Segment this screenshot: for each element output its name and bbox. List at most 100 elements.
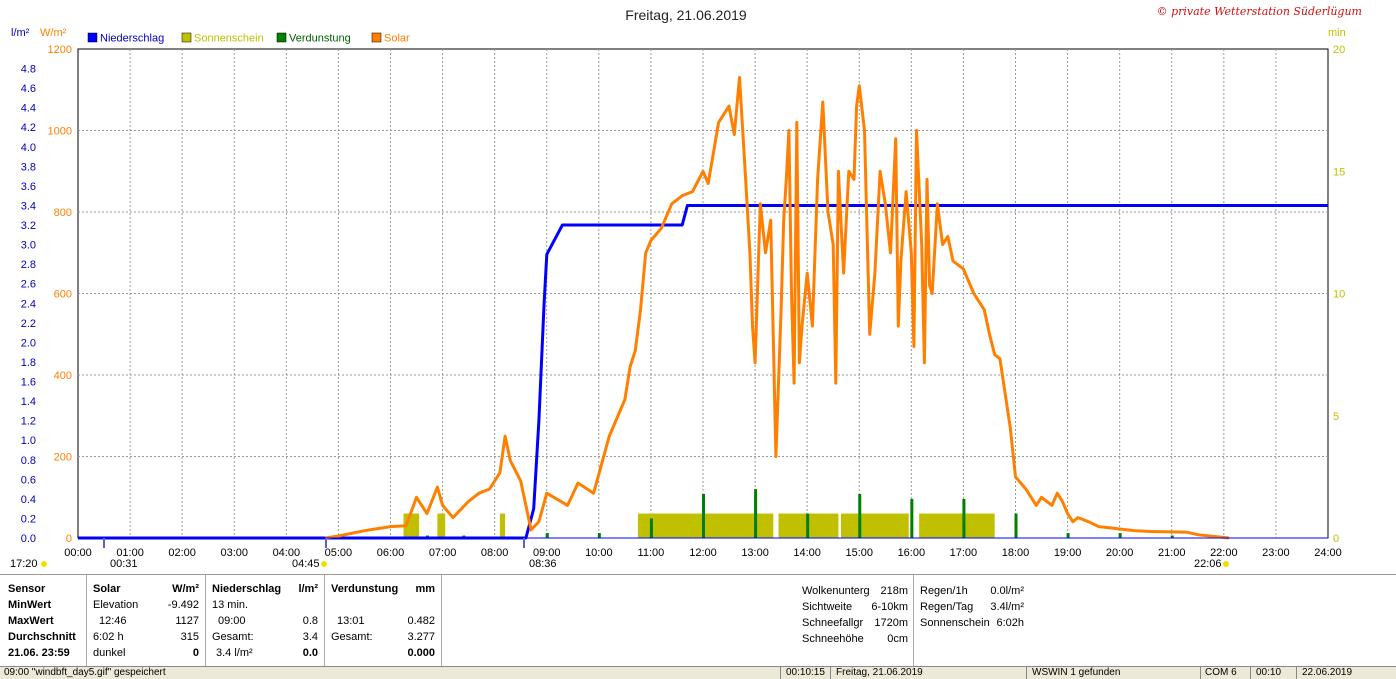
- y-rain-tick-label: 2.4: [21, 298, 36, 310]
- y-minutes-tick-label: 5: [1333, 411, 1339, 423]
- rain-min-label: 13 min.: [212, 599, 249, 611]
- y-solar-tick-label: 600: [54, 289, 72, 301]
- x-tick-label: 19:00: [1054, 547, 1082, 559]
- rain-info-box: Regen/1h 0.0l/m² Regen/Tag 3.4l/m² Sonnens…: [920, 583, 1024, 631]
- status-message: 09:00 "windbft_day5.gif" gespeichert: [4, 667, 166, 678]
- x-tick-label: 10:00: [585, 547, 613, 559]
- x-tick-label: 03:00: [220, 547, 248, 559]
- row-label-min: MinWert: [8, 599, 52, 611]
- evaporation-spike: [806, 513, 810, 538]
- row-label-max: MaxWert: [8, 615, 54, 627]
- y-rain-tick-label: 2.2: [21, 318, 36, 330]
- solar-avg-label: 6:02 h: [93, 631, 124, 643]
- y-solar-tick-label: 400: [54, 370, 72, 382]
- sunshine-label: Sonnenschein: [920, 617, 990, 629]
- minutes-unit-label: min: [1328, 27, 1346, 39]
- marker-sunrise-side: 17:20: [10, 558, 38, 570]
- y-solar-tick-label: 0: [66, 533, 72, 545]
- sun-marker-icon: [41, 561, 47, 567]
- y-minutes-tick-label: 10: [1333, 289, 1345, 301]
- snowline-value: 1720m: [874, 617, 908, 629]
- solar-avg-value: 315: [180, 631, 199, 643]
- x-tick-label: 17:00: [950, 547, 978, 559]
- legend-label: Solar: [384, 33, 410, 45]
- evaporation-spike: [1170, 535, 1174, 538]
- x-tick-label: 23:00: [1262, 547, 1290, 559]
- y-rain-tick-label: 3.2: [21, 220, 36, 232]
- sun-marker-icon: [321, 561, 327, 567]
- x-tick-label: 06:00: [377, 547, 405, 559]
- x-tick-label: 24:00: [1314, 547, 1342, 559]
- snowline-label: Schneefallgr: [802, 617, 864, 629]
- legend-label: Sonnenschein: [194, 33, 264, 45]
- status-date: 22.06.2019: [1302, 667, 1353, 678]
- y-rain-tick-label: 2.0: [21, 337, 36, 349]
- y-rain-tick-label: 1.4: [21, 396, 36, 408]
- y-rain-tick-label: 0.4: [21, 494, 36, 506]
- solar-cur-label: dunkel: [93, 647, 126, 659]
- chart-markers: 17:20 00:31 04:45 08:36 22:06: [10, 538, 1229, 570]
- y-rain-tick-label: 2.6: [21, 279, 36, 291]
- panel-divider: [86, 575, 87, 667]
- legend-label: Niederschlag: [100, 33, 164, 45]
- y-minutes-tick-label: 15: [1333, 166, 1345, 178]
- x-tick-label: 15:00: [845, 547, 873, 559]
- rain-unit-label: l/m²: [11, 27, 30, 39]
- solar-head: Solar: [93, 583, 121, 595]
- y-rain-tick-label: 3.4: [21, 200, 36, 212]
- status-port: COM 6: [1205, 667, 1237, 678]
- stats-solar-column: Solar W/m² Elevation -9.492 12:46 1127 6:02…: [93, 581, 199, 661]
- panel-divider: [441, 575, 442, 667]
- sunshine-bar: [841, 513, 909, 538]
- y-solar-tick-label: 200: [54, 452, 72, 464]
- status-divider: [1296, 667, 1297, 679]
- x-tick-label: 13:00: [741, 547, 769, 559]
- y-rain-tick-label: 4.0: [21, 142, 36, 154]
- rain-total-label: Gesamt:: [212, 631, 254, 643]
- evaporation-spike: [702, 493, 705, 538]
- legend-swatch: [371, 32, 382, 43]
- legend-swatch: [276, 32, 287, 43]
- snowdepth-value: 0cm: [887, 633, 908, 645]
- solar-unit-label: W/m²: [40, 27, 67, 39]
- legend-label: Verdunstung: [289, 33, 351, 45]
- cloudbase-label: Wolkenunterg: [802, 585, 870, 597]
- stats-rain-column: Niederschlag l/m² 13 min. 09:00 0.8 Gesamt…: [212, 581, 318, 661]
- x-tick-label: 12:00: [689, 547, 717, 559]
- solar-unit: W/m²: [172, 583, 199, 595]
- evap-unit: mm: [415, 583, 435, 595]
- visibility-label: Sichtweite: [802, 601, 853, 613]
- x-tick-label: 09:00: [533, 547, 561, 559]
- y-solar-tick-label: 800: [54, 207, 72, 219]
- stats-evap-column: Verdunstung mm 13:01 0.482 Gesamt: 3.277 0.…: [331, 581, 435, 661]
- chart-axes: 00:00 01:00 02:00 03:00 04:00 05:00 06:00 07:00…: [21, 44, 1346, 559]
- panel-divider: [205, 575, 206, 667]
- y-rain-tick-label: 4.4: [21, 103, 36, 115]
- rain-total-value: 3.4: [302, 631, 318, 643]
- evaporation-spike: [858, 493, 862, 538]
- evaporation-spike: [1118, 533, 1122, 538]
- legend-swatch: [181, 32, 192, 43]
- x-tick-label: 05:00: [325, 547, 353, 559]
- sensor-head: Sensor: [8, 583, 46, 595]
- y-rain-tick-label: 0.2: [21, 513, 36, 525]
- status-divider: [1250, 667, 1251, 679]
- solar-max-label: 12:46: [99, 615, 127, 627]
- x-tick-label: 22:00: [1210, 547, 1238, 559]
- x-tick-label: 20:00: [1106, 547, 1134, 559]
- status-clock: 00:10:15: [786, 667, 825, 678]
- marker-sun-a: 00:31: [110, 558, 138, 570]
- evaporation-spike: [1014, 513, 1018, 538]
- evap-total-label: Gesamt:: [331, 631, 373, 643]
- snowdepth-label: Schneehöhe: [802, 633, 864, 645]
- copyright-stamp: © private Wetterstation Süderlügum: [1157, 5, 1362, 18]
- evaporation-spike: [962, 498, 966, 538]
- rain-head: Niederschlag: [212, 583, 282, 595]
- solar-line: [325, 76, 1230, 540]
- legend-swatch: [87, 32, 98, 43]
- y-minutes-tick-label: 20: [1333, 44, 1345, 56]
- y-rain-tick-label: 1.6: [21, 377, 36, 389]
- sunshine-bar: [437, 513, 446, 538]
- stats-panel: Sensor MinWert MaxWert Durchschnitt 21.0…: [0, 574, 1396, 667]
- status-bar: 09:00 "windbft_day5.gif" gespeichert 00:…: [0, 666, 1396, 679]
